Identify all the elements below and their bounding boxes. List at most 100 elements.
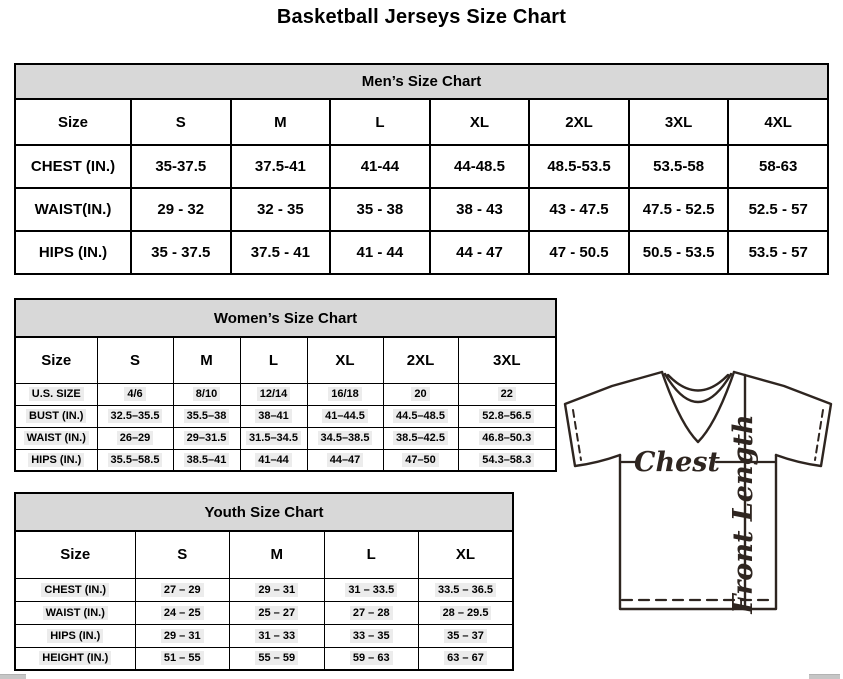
table-row: CHEST (IN.) 27 – 29 29 – 31 31 – 33.5 33.5 –… <box>14 577 514 602</box>
womens_chart-column-header: M <box>172 336 241 384</box>
youth_chart-header-row: Size S M L XL <box>14 530 514 579</box>
womens_chart-cell: 16/18 <box>306 382 384 406</box>
mens_chart-row-label: WAIST(IN.) <box>14 187 132 232</box>
mens_chart-cell: 38 - 43 <box>428 187 531 232</box>
womens_chart-cell: 41–44 <box>239 448 308 472</box>
mens_chart-cell: 53.5-58 <box>627 144 730 189</box>
womens-chart-title: Women’s Size Chart <box>14 298 557 338</box>
youth_chart-column-header: M <box>229 530 325 579</box>
jersey-right-cuff-dashed-line <box>814 409 824 461</box>
youth_chart-cell: 35 – 37 <box>418 623 514 648</box>
womens_chart-row-label: WAIST (IN.) <box>14 426 98 450</box>
jersey-right-sleeve-outline <box>732 370 833 468</box>
jersey-diagram-svg: Chest Front Length <box>563 370 833 615</box>
womens-size-table: Size S M L XL 2XL 3XL U.S. SIZE 4/6 8/10 12/14 16/1… <box>14 336 557 472</box>
womens_chart-cell: 38.5–42.5 <box>382 426 459 450</box>
womens_chart-row-label: BUST (IN.) <box>14 404 98 428</box>
jersey-left-cuff-dashed-line <box>572 409 582 461</box>
table-row: WAIST (IN.) 26–29 29–31.5 31.5–34.5 34.5–38.… <box>14 426 557 450</box>
horizontal-scrollbar-fragment-left[interactable] <box>0 674 26 679</box>
youth_chart-cell: 25 – 27 <box>229 600 325 625</box>
mens_chart-column-header: M <box>229 98 332 146</box>
youth_chart-column-header: Size <box>14 530 136 579</box>
mens_chart-cell: 43 - 47.5 <box>528 187 630 232</box>
womens_chart-cell: 26–29 <box>96 426 174 450</box>
youth_chart-cell: 51 – 55 <box>134 646 230 671</box>
mens_chart-cell: 29 - 32 <box>130 187 232 232</box>
chest-label: Chest <box>634 447 720 478</box>
mens_chart-cell: 58-63 <box>727 144 829 189</box>
mens_chart-column-header: 3XL <box>627 98 730 146</box>
mens-chart-title: Men’s Size Chart <box>14 63 829 100</box>
youth_chart-cell: 27 – 28 <box>323 600 419 625</box>
womens_chart-row-label: U.S. SIZE <box>14 382 98 406</box>
womens_chart-cell: 32.5–35.5 <box>96 404 174 428</box>
jersey-collar-outer <box>660 370 736 444</box>
youth_chart-cell: 27 – 29 <box>134 577 230 602</box>
youth_chart-cell: 31 – 33.5 <box>323 577 419 602</box>
mens_chart-row-label: CHEST (IN.) <box>14 144 132 189</box>
table-row: U.S. SIZE 4/6 8/10 12/14 16/18 20 22 <box>14 382 557 406</box>
mens_chart-cell: 37.5-41 <box>229 144 332 189</box>
youth_chart-row-label: HEIGHT (IN.) <box>14 646 136 671</box>
womens_chart-cell: 38–41 <box>239 404 308 428</box>
womens-size-chart-section: Women’s Size Chart Size S M L XL 2XL 3XL U.S. S… <box>14 298 557 472</box>
womens_chart-cell: 52.8–56.5 <box>457 404 557 428</box>
table-row: CHEST (IN.) 35-37.5 37.5-41 41-44 44-48.5 48.… <box>14 144 829 189</box>
womens_chart-column-header: 2XL <box>382 336 459 384</box>
womens_chart-cell: 29–31.5 <box>172 426 241 450</box>
youth_chart-cell: 28 – 29.5 <box>418 600 514 625</box>
mens_chart-cell: 35 - 38 <box>329 187 431 232</box>
womens_chart-cell: 35.5–38 <box>172 404 241 428</box>
jersey-body-outline <box>618 453 778 611</box>
mens_chart-cell: 47 - 50.5 <box>528 230 630 275</box>
mens_chart-cell: 41 - 44 <box>329 230 431 275</box>
womens_chart-cell: 4/6 <box>96 382 174 406</box>
youth_chart-cell: 33.5 – 36.5 <box>418 577 514 602</box>
womens_chart-cell: 34.5–38.5 <box>306 426 384 450</box>
mens_chart-column-header: XL <box>428 98 531 146</box>
youth-chart-title: Youth Size Chart <box>14 492 514 532</box>
womens_chart-column-header: XL <box>306 336 384 384</box>
womens_chart-cell: 12/14 <box>239 382 308 406</box>
mens_chart-cell: 44 - 47 <box>428 230 531 275</box>
youth-size-chart-section: Youth Size Chart Size S M L XL CHEST (IN.) 27 … <box>14 492 514 671</box>
jersey-collar-seam <box>666 373 730 392</box>
womens_chart-column-header: 3XL <box>457 336 557 384</box>
womens_chart-cell: 31.5–34.5 <box>239 426 308 450</box>
womens_chart-column-header: L <box>239 336 308 384</box>
mens_chart-cell: 41-44 <box>329 144 431 189</box>
womens_chart-column-header: S <box>96 336 174 384</box>
mens_chart-column-header: S <box>130 98 232 146</box>
womens_chart-cell: 44.5–48.5 <box>382 404 459 428</box>
womens_chart-cell: 22 <box>457 382 557 406</box>
youth_chart-cell: 29 – 31 <box>134 623 230 648</box>
table-row: HIPS (IN.) 35.5–58.5 38.5–41 41–44 44–47 47–5… <box>14 448 557 472</box>
table-row: BUST (IN.) 32.5–35.5 35.5–38 38–41 41–44.5 44… <box>14 404 557 428</box>
womens_chart-cell: 44–47 <box>306 448 384 472</box>
jersey-left-sleeve-outline <box>563 370 664 468</box>
youth_chart-cell: 55 – 59 <box>229 646 325 671</box>
youth_chart-cell: 33 – 35 <box>323 623 419 648</box>
womens_chart-cell: 54.3–58.3 <box>457 448 557 472</box>
mens_chart-cell: 35 - 37.5 <box>130 230 232 275</box>
youth_chart-cell: 59 – 63 <box>323 646 419 671</box>
mens_chart-cell: 52.5 - 57 <box>727 187 829 232</box>
mens_chart-cell: 53.5 - 57 <box>727 230 829 275</box>
youth_chart-column-header: L <box>323 530 419 579</box>
jersey-measurement-diagram: Chest Front Length <box>558 362 840 627</box>
youth_chart-row-label: CHEST (IN.) <box>14 577 136 602</box>
mens_chart-column-header: Size <box>14 98 132 146</box>
womens_chart-cell: 20 <box>382 382 459 406</box>
table-row: HIPS (IN.) 35 - 37.5 37.5 - 41 41 - 44 44 - … <box>14 230 829 275</box>
mens_chart-cell: 48.5-53.5 <box>528 144 630 189</box>
table-row: WAIST (IN.) 24 – 25 25 – 27 27 – 28 28 – 29.… <box>14 600 514 625</box>
womens_chart-row-label: HIPS (IN.) <box>14 448 98 472</box>
womens_chart-cell: 38.5–41 <box>172 448 241 472</box>
womens_chart-column-header: Size <box>14 336 98 384</box>
mens_chart-cell: 47.5 - 52.5 <box>627 187 730 232</box>
youth_chart-cell: 29 – 31 <box>229 577 325 602</box>
mens_chart-header-row: Size S M L XL 2XL 3XL 4XL <box>14 98 829 146</box>
mens_chart-cell: 44-48.5 <box>428 144 531 189</box>
horizontal-scrollbar-fragment-right[interactable] <box>809 674 840 679</box>
